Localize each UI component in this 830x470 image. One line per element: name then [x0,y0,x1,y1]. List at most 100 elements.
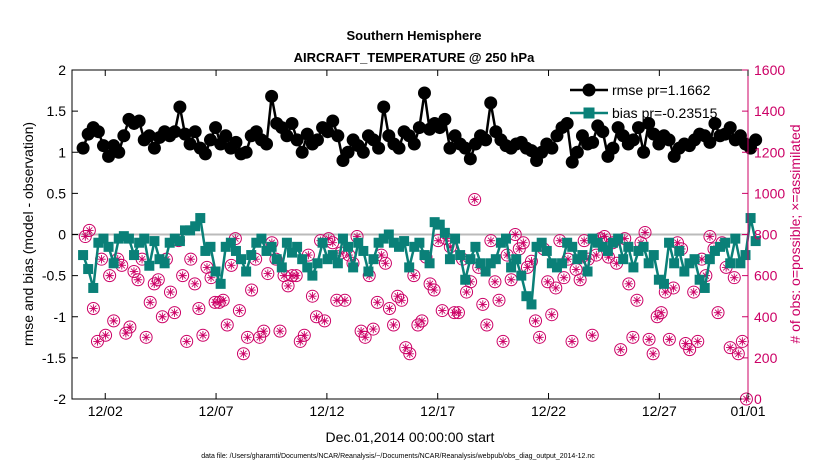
bias-point [378,233,389,244]
rmse-point [570,145,584,159]
obs-count-point [180,334,194,348]
bias-point [531,241,542,252]
bias-point [511,254,522,265]
bias-point [725,258,736,269]
rmse-point [178,127,192,141]
rmse-point [596,125,610,139]
bias-point [485,258,496,269]
obs-count-point [297,328,311,342]
rmse-point [198,147,212,161]
bias-point [658,278,669,289]
bias-point [730,233,741,244]
y-right-axis-ticks: 0 200 400 600 800 1000 1200 1400 1600 [742,62,785,407]
obs-count-point [476,297,490,311]
bias-point [129,250,140,261]
bias-point [628,262,639,273]
rmse-point [183,137,197,151]
rmse-point [637,145,651,159]
bias-point [521,291,532,302]
y-left-tick-label: 2 [58,62,66,78]
obs-count-point [687,285,701,299]
bias-point [577,250,588,261]
rmse-point [260,137,274,151]
bias-point [98,233,109,244]
obs-count-point [143,295,157,309]
rmse-point [310,133,324,147]
rmse-point [76,141,90,155]
rmse-point [265,89,279,103]
obs-count-point [366,322,380,336]
rmse-point [203,133,217,147]
bias-point [613,233,624,244]
bias-point [414,237,425,248]
y-right-tick-label: 1200 [754,144,785,160]
obs-count-point [415,314,429,328]
bias-point [332,258,343,269]
rmse-point [147,141,161,155]
obs-count-point [545,308,559,322]
bias-point [674,245,685,256]
bias-point [271,254,282,265]
obs-count-point [192,302,206,316]
obs-count-point [427,283,441,297]
x-tick-label: 12/22 [531,403,566,419]
y-right-tick-label: 1600 [754,62,785,78]
obs-count-point [188,277,202,291]
bias-point [541,245,552,256]
obs-count-point [638,225,652,239]
rmse-point [341,145,355,159]
obs-count-point [155,310,169,324]
bias-point [546,258,557,269]
obs-count-point [451,306,465,320]
rmse-point [438,112,452,126]
y-right-tick-label: 800 [754,227,778,243]
x-tick-label: 12/12 [309,403,344,419]
bias-point [383,229,394,240]
chart-subtitle: AIRCRAFT_TEMPERATURE @ 250 hPa [294,50,535,65]
bias-point [118,231,129,242]
bias-point [113,233,124,244]
bias-point [261,245,272,256]
obs-count-point [305,289,319,303]
obs-count-point [289,269,303,283]
obs-count-point [565,334,579,348]
bias-series-layer [78,213,761,310]
bias-point [307,270,318,281]
legend-bias-label: bias pr=-0.23515 [612,105,718,121]
bias-point [470,241,481,252]
bias-point [506,262,517,273]
y-left-axis-label: rmse and bias (model - observation) [20,122,36,346]
data-file-footnote: data file: /Users/gharamti/Documents/NCA… [201,453,595,460]
rmse-point [132,114,146,128]
rmse-point [209,121,223,135]
bias-point [256,233,267,244]
rmse-point [173,100,187,114]
rmse-point [662,133,676,147]
bias-point [557,258,568,269]
rmse-point [708,116,722,130]
bias-point [292,241,303,252]
obs-count-point [626,330,640,344]
bias-point [490,254,501,265]
bias-point [679,266,690,277]
bias-point [134,237,145,248]
x-tick-label: 12/07 [199,403,234,419]
y-right-tick-label: 1400 [754,103,785,119]
obs-count-point [261,267,275,281]
bias-point [551,262,562,273]
bias-point [123,233,134,244]
bias-point [154,254,165,265]
rmse-point [647,127,661,141]
bias-point [582,266,593,277]
obs-count-point [176,269,190,283]
rmse-point [326,114,340,128]
obs-count-point [232,304,246,318]
bias-point [353,237,364,248]
bias-point [348,262,359,273]
rmse-point [606,141,620,155]
obs-count-point [184,252,198,266]
bias-point [144,260,155,271]
rmse-point [356,145,370,159]
bias-point [195,213,206,224]
rmse-point [142,129,156,143]
